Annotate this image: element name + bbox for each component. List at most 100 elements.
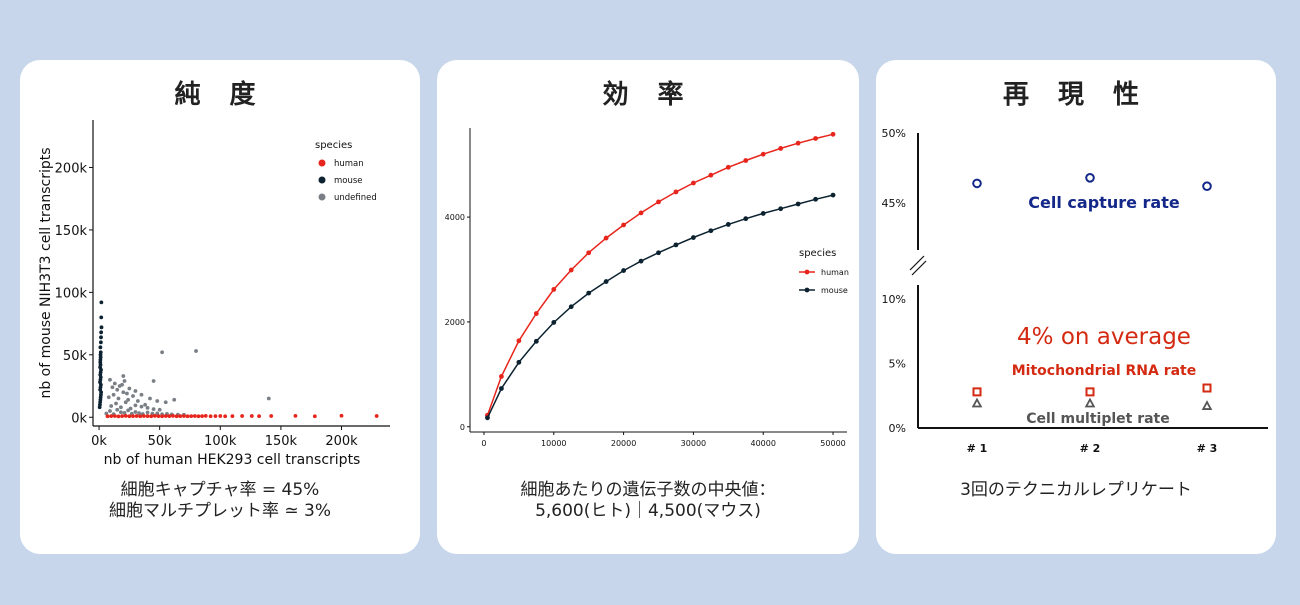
data-point-undefined <box>118 405 123 410</box>
data-point-undefined <box>115 387 120 392</box>
data-point-mouse <box>813 196 818 202</box>
data-point-human <box>167 414 172 419</box>
data-point-undefined <box>151 379 156 383</box>
data-point-undefined <box>121 374 126 378</box>
data-point-human <box>134 414 139 418</box>
data-point-human <box>621 222 626 228</box>
data-point-undefined <box>122 410 127 415</box>
efficiency-caption-line-2: 5,600(ヒト)｜4,500(マウス) <box>535 501 761 521</box>
data-point-undefined <box>108 377 112 382</box>
data-point-undefined <box>127 386 132 391</box>
data-point-undefined <box>116 396 121 401</box>
data-point-mouse <box>725 222 731 227</box>
data-point-human <box>218 414 223 418</box>
data-point-human <box>178 414 183 419</box>
data-point-mouse <box>830 192 836 198</box>
data-point-undefined <box>125 391 129 396</box>
data-point-undefined <box>131 394 135 398</box>
data-point-undefined <box>145 410 150 415</box>
data-point-human <box>339 413 344 418</box>
data-point-human <box>656 199 661 205</box>
data-point-human <box>795 140 801 146</box>
data-point-mouse <box>499 386 504 391</box>
legend-label-mouse: mouse <box>821 286 848 295</box>
x-tick-label: 50k <box>148 434 173 449</box>
data-point-undefined <box>266 396 271 401</box>
data-point-mouse <box>99 315 104 320</box>
data-point-human <box>249 414 254 418</box>
data-point-human <box>145 414 150 419</box>
data-point-human <box>240 414 245 418</box>
axis-break-mark-1 <box>909 255 925 271</box>
data-point-undefined <box>155 399 160 403</box>
data-point-undefined <box>143 402 148 407</box>
x-category-label: # 3 <box>1197 442 1218 455</box>
data-point-undefined <box>148 396 152 401</box>
data-point-undefined <box>111 392 116 397</box>
x-tick-label: 150k <box>265 434 298 449</box>
data-point-mouse <box>568 304 574 310</box>
legend-swatch-human <box>318 159 326 167</box>
data-point-mouse <box>99 325 104 330</box>
data-point-human <box>123 413 128 418</box>
data-point-mouse <box>673 242 679 248</box>
y-tick-label-upper: 50% <box>882 127 906 140</box>
data-point-mouse <box>99 335 103 340</box>
data-point-mouse <box>708 228 714 234</box>
data-point-human <box>743 158 749 163</box>
data-point-undefined <box>114 401 118 406</box>
x-tick-label: 10000 <box>541 439 566 448</box>
data-point-undefined <box>117 384 122 388</box>
data-point-human <box>109 414 114 419</box>
data-point-mouse <box>743 216 749 222</box>
data-point-human <box>192 414 197 418</box>
data-point-undefined <box>172 397 177 402</box>
data-point-human <box>568 267 574 273</box>
data-point-undefined <box>157 407 162 412</box>
data-point-human <box>760 151 766 157</box>
data-point-mouse <box>99 300 104 305</box>
purity-caption-line-1: 細胞キャプチャ率 = 45% <box>120 480 320 500</box>
data-point-human <box>208 414 213 419</box>
data-point-human <box>374 414 379 418</box>
data-point-human <box>171 413 175 418</box>
data-point-human <box>725 164 731 170</box>
series-label-mitochondrial-rna-rate: Mitochondrial RNA rate <box>1012 363 1196 379</box>
data-point-human <box>116 414 121 419</box>
data-point-undefined <box>106 395 111 400</box>
data-point-human <box>142 414 146 418</box>
data-point-human <box>551 287 557 292</box>
y-tick-label: 2000 <box>445 318 465 327</box>
data-point-undefined <box>115 407 120 412</box>
y-tick-label: 150k <box>55 224 88 239</box>
data-point-undefined <box>126 397 131 402</box>
x-tick-label: 50000 <box>820 439 845 448</box>
data-point-human <box>196 414 201 419</box>
y-tick-label-upper: 45% <box>882 197 906 210</box>
data-point-human <box>160 414 164 419</box>
y-tick-label: 50k <box>63 349 88 364</box>
data-point-mitochondrial-rna-rate <box>1202 383 1212 393</box>
average-annotation: 4% on average <box>1017 324 1191 350</box>
data-point-human <box>708 172 714 178</box>
data-point-human <box>105 414 110 419</box>
series-line-human <box>486 133 834 416</box>
x-tick-label: 200k <box>325 434 358 449</box>
data-point-human <box>223 414 228 419</box>
data-point-mouse <box>485 415 490 421</box>
data-point-human <box>516 338 522 344</box>
data-point-undefined <box>133 410 138 414</box>
y-tick-label: 0 <box>460 423 465 432</box>
data-point-human <box>230 414 235 419</box>
data-point-undefined <box>110 385 115 390</box>
data-point-undefined <box>133 389 138 393</box>
reproducibility-chart: 45% 50% 0% 5% 10% # 1 # 2 # 3 Cell capture rate M… <box>882 127 1268 455</box>
data-point-undefined <box>123 400 128 405</box>
legend-label-human: human <box>821 268 849 277</box>
data-point-human <box>152 413 157 418</box>
data-point-undefined <box>108 409 112 413</box>
x-tick-label: 0k <box>91 434 107 449</box>
data-point-mouse <box>691 235 696 240</box>
legend-label-mouse: mouse <box>334 176 363 186</box>
